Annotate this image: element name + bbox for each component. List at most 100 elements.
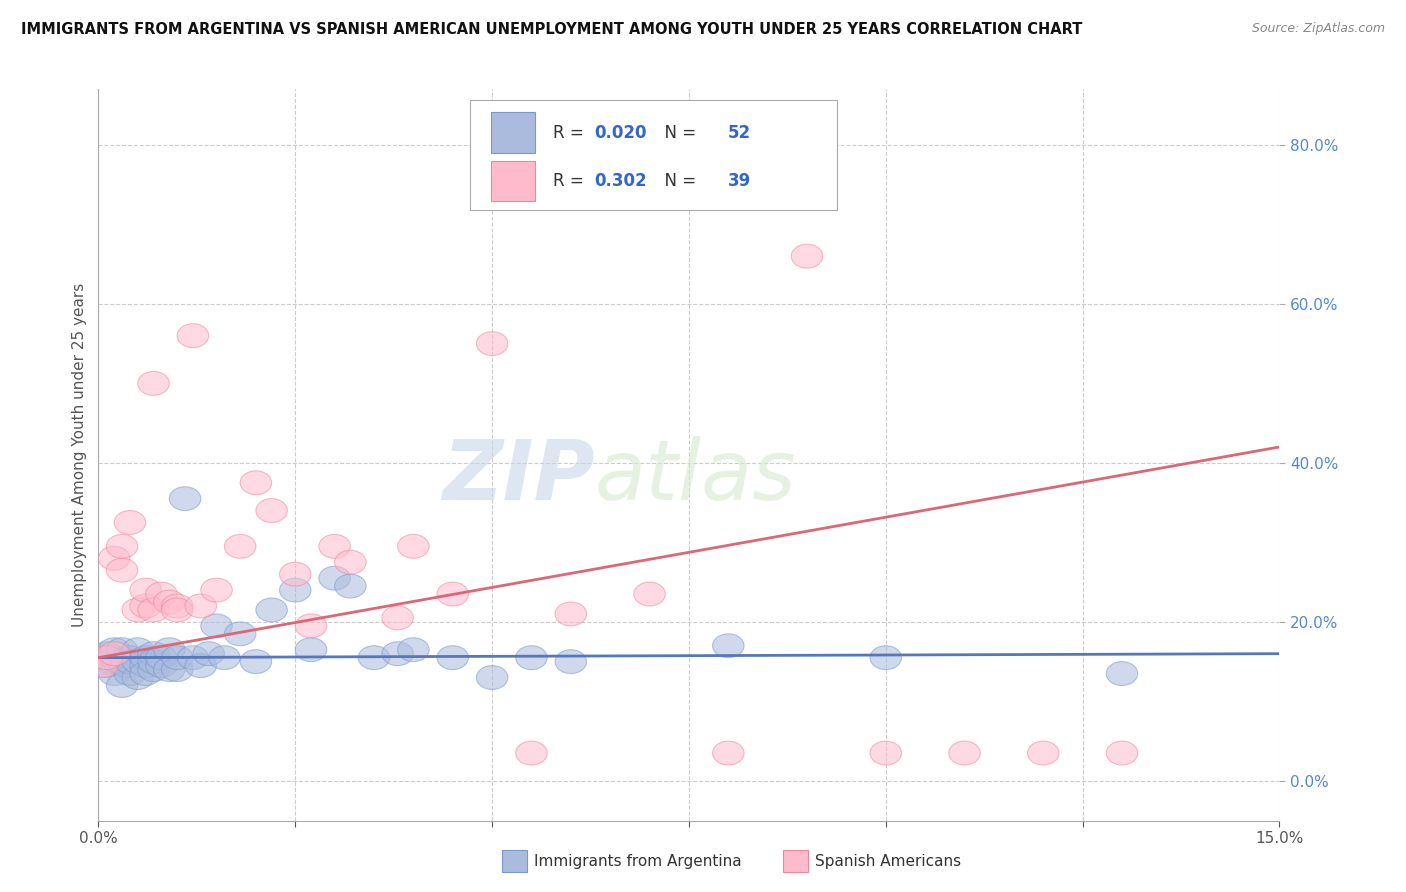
Ellipse shape xyxy=(1107,741,1137,765)
Text: N =: N = xyxy=(654,171,700,190)
Ellipse shape xyxy=(1107,662,1137,685)
Ellipse shape xyxy=(516,646,547,670)
Text: N =: N = xyxy=(654,123,700,142)
Ellipse shape xyxy=(382,606,413,630)
Ellipse shape xyxy=(713,634,744,657)
Ellipse shape xyxy=(122,598,153,622)
Ellipse shape xyxy=(319,534,350,558)
Text: Source: ZipAtlas.com: Source: ZipAtlas.com xyxy=(1251,22,1385,36)
Ellipse shape xyxy=(256,499,287,523)
Ellipse shape xyxy=(162,598,193,622)
Ellipse shape xyxy=(90,641,122,665)
Ellipse shape xyxy=(107,638,138,662)
Ellipse shape xyxy=(129,594,162,618)
Ellipse shape xyxy=(94,649,127,673)
Ellipse shape xyxy=(98,662,129,685)
Ellipse shape xyxy=(146,582,177,606)
Y-axis label: Unemployment Among Youth under 25 years: Unemployment Among Youth under 25 years xyxy=(72,283,87,627)
Ellipse shape xyxy=(98,641,129,665)
Ellipse shape xyxy=(477,332,508,356)
Ellipse shape xyxy=(129,654,162,678)
Text: 0.302: 0.302 xyxy=(595,171,647,190)
Ellipse shape xyxy=(103,649,134,673)
Ellipse shape xyxy=(186,594,217,618)
Ellipse shape xyxy=(280,562,311,586)
Ellipse shape xyxy=(146,654,177,678)
Text: atlas: atlas xyxy=(595,436,796,517)
Text: 52: 52 xyxy=(728,123,751,142)
Text: R =: R = xyxy=(553,171,589,190)
Ellipse shape xyxy=(240,649,271,673)
Ellipse shape xyxy=(398,534,429,558)
Ellipse shape xyxy=(114,646,146,670)
Ellipse shape xyxy=(437,646,468,670)
Ellipse shape xyxy=(138,649,169,673)
Ellipse shape xyxy=(177,646,208,670)
Ellipse shape xyxy=(114,510,146,534)
Ellipse shape xyxy=(1028,741,1059,765)
FancyBboxPatch shape xyxy=(471,100,837,210)
Ellipse shape xyxy=(516,741,547,765)
Ellipse shape xyxy=(107,534,138,558)
Ellipse shape xyxy=(555,649,586,673)
Ellipse shape xyxy=(713,741,744,765)
Ellipse shape xyxy=(240,471,271,495)
Ellipse shape xyxy=(98,546,129,570)
Ellipse shape xyxy=(146,646,177,670)
Ellipse shape xyxy=(319,566,350,591)
Ellipse shape xyxy=(110,654,142,678)
Ellipse shape xyxy=(870,646,901,670)
Ellipse shape xyxy=(335,574,366,598)
Text: Immigrants from Argentina: Immigrants from Argentina xyxy=(534,854,742,869)
Ellipse shape xyxy=(295,638,326,662)
Ellipse shape xyxy=(138,371,169,395)
Text: 0.020: 0.020 xyxy=(595,123,647,142)
Bar xyxy=(491,161,536,201)
Ellipse shape xyxy=(122,638,153,662)
Ellipse shape xyxy=(335,550,366,574)
Ellipse shape xyxy=(280,578,311,602)
Ellipse shape xyxy=(90,646,122,670)
Ellipse shape xyxy=(114,662,146,685)
Ellipse shape xyxy=(225,534,256,558)
Ellipse shape xyxy=(177,324,208,348)
Ellipse shape xyxy=(437,582,468,606)
Ellipse shape xyxy=(162,657,193,681)
Ellipse shape xyxy=(208,646,240,670)
Ellipse shape xyxy=(87,646,118,670)
Ellipse shape xyxy=(107,649,138,673)
Ellipse shape xyxy=(201,578,232,602)
Ellipse shape xyxy=(138,657,169,681)
Ellipse shape xyxy=(201,614,232,638)
Ellipse shape xyxy=(153,657,186,681)
Ellipse shape xyxy=(477,665,508,690)
Text: 39: 39 xyxy=(728,171,751,190)
Ellipse shape xyxy=(90,654,122,678)
Ellipse shape xyxy=(949,741,980,765)
Text: R =: R = xyxy=(553,123,589,142)
Ellipse shape xyxy=(87,654,118,678)
Ellipse shape xyxy=(256,598,287,622)
Ellipse shape xyxy=(107,673,138,698)
Ellipse shape xyxy=(107,558,138,582)
Ellipse shape xyxy=(382,641,413,665)
Ellipse shape xyxy=(398,638,429,662)
Ellipse shape xyxy=(98,638,129,662)
Ellipse shape xyxy=(138,641,169,665)
Ellipse shape xyxy=(225,622,256,646)
Ellipse shape xyxy=(870,741,901,765)
Text: Spanish Americans: Spanish Americans xyxy=(815,854,962,869)
Ellipse shape xyxy=(162,594,193,618)
Bar xyxy=(491,112,536,153)
Ellipse shape xyxy=(555,602,586,626)
Ellipse shape xyxy=(153,591,186,614)
Ellipse shape xyxy=(634,582,665,606)
Ellipse shape xyxy=(792,244,823,268)
Ellipse shape xyxy=(129,662,162,685)
Ellipse shape xyxy=(129,578,162,602)
Text: IMMIGRANTS FROM ARGENTINA VS SPANISH AMERICAN UNEMPLOYMENT AMONG YOUTH UNDER 25 : IMMIGRANTS FROM ARGENTINA VS SPANISH AME… xyxy=(21,22,1083,37)
Ellipse shape xyxy=(186,654,217,678)
Ellipse shape xyxy=(162,646,193,670)
Text: ZIP: ZIP xyxy=(441,436,595,517)
Ellipse shape xyxy=(122,649,153,673)
